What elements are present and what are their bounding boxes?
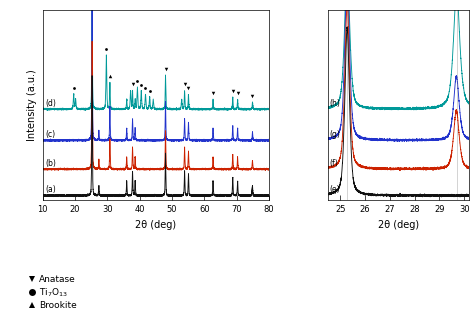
Text: (f): (f) <box>329 159 338 168</box>
Text: (h): (h) <box>329 99 340 107</box>
Text: (c): (c) <box>45 130 55 139</box>
X-axis label: 2θ (deg): 2θ (deg) <box>135 220 176 230</box>
Y-axis label: Intensity (a.u.): Intensity (a.u.) <box>27 69 37 141</box>
Text: (b): (b) <box>45 159 56 168</box>
Text: (e): (e) <box>329 185 340 194</box>
Text: (d): (d) <box>45 99 56 107</box>
Legend: Anatase, Ti$_7$O$_{13}$, Brookite: Anatase, Ti$_7$O$_{13}$, Brookite <box>24 271 80 314</box>
Text: (a): (a) <box>45 185 56 194</box>
X-axis label: 2θ (deg): 2θ (deg) <box>378 220 419 230</box>
Text: (g): (g) <box>329 130 340 139</box>
